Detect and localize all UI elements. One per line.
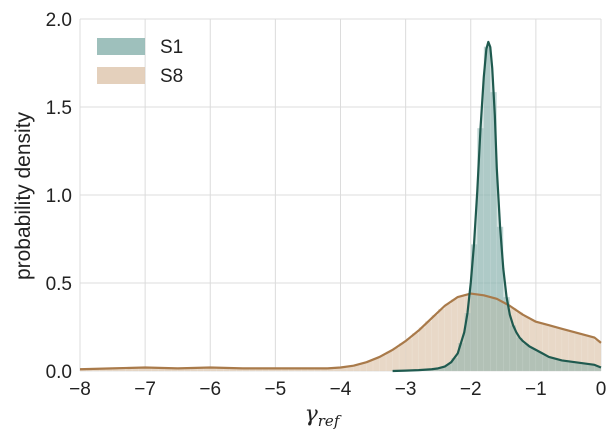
x-tick-label: −4 — [330, 379, 352, 400]
y-tick-label: 0.5 — [46, 274, 72, 295]
x-tick-label: −8 — [69, 379, 91, 400]
x-axis-label-main: γ — [305, 402, 319, 427]
x-axis-label: γref — [305, 402, 342, 430]
x-tick-label: −1 — [525, 379, 547, 400]
density-area-s1 — [393, 42, 601, 371]
x-tick-label: 0 — [596, 379, 607, 400]
legend-swatch-s1 — [97, 38, 145, 55]
y-tick-label: 1.0 — [46, 186, 72, 207]
y-axis-label: probability density — [12, 111, 35, 280]
legend-label-s1: S1 — [160, 37, 183, 58]
x-tick-label: −7 — [134, 379, 156, 400]
y-tick-label: 2.0 — [46, 10, 72, 31]
y-tick-label: 1.5 — [46, 98, 72, 119]
x-axis-label-subscript: ref — [318, 412, 342, 430]
y-tick-label: 0.0 — [46, 362, 72, 383]
x-tick-label: −6 — [199, 379, 221, 400]
x-tick-label: −5 — [265, 379, 287, 400]
x-tick-label: −3 — [395, 379, 417, 400]
x-tick-label: −2 — [460, 379, 482, 400]
legend-label-s8: S8 — [160, 66, 183, 87]
legend-swatch-s8 — [97, 67, 145, 84]
